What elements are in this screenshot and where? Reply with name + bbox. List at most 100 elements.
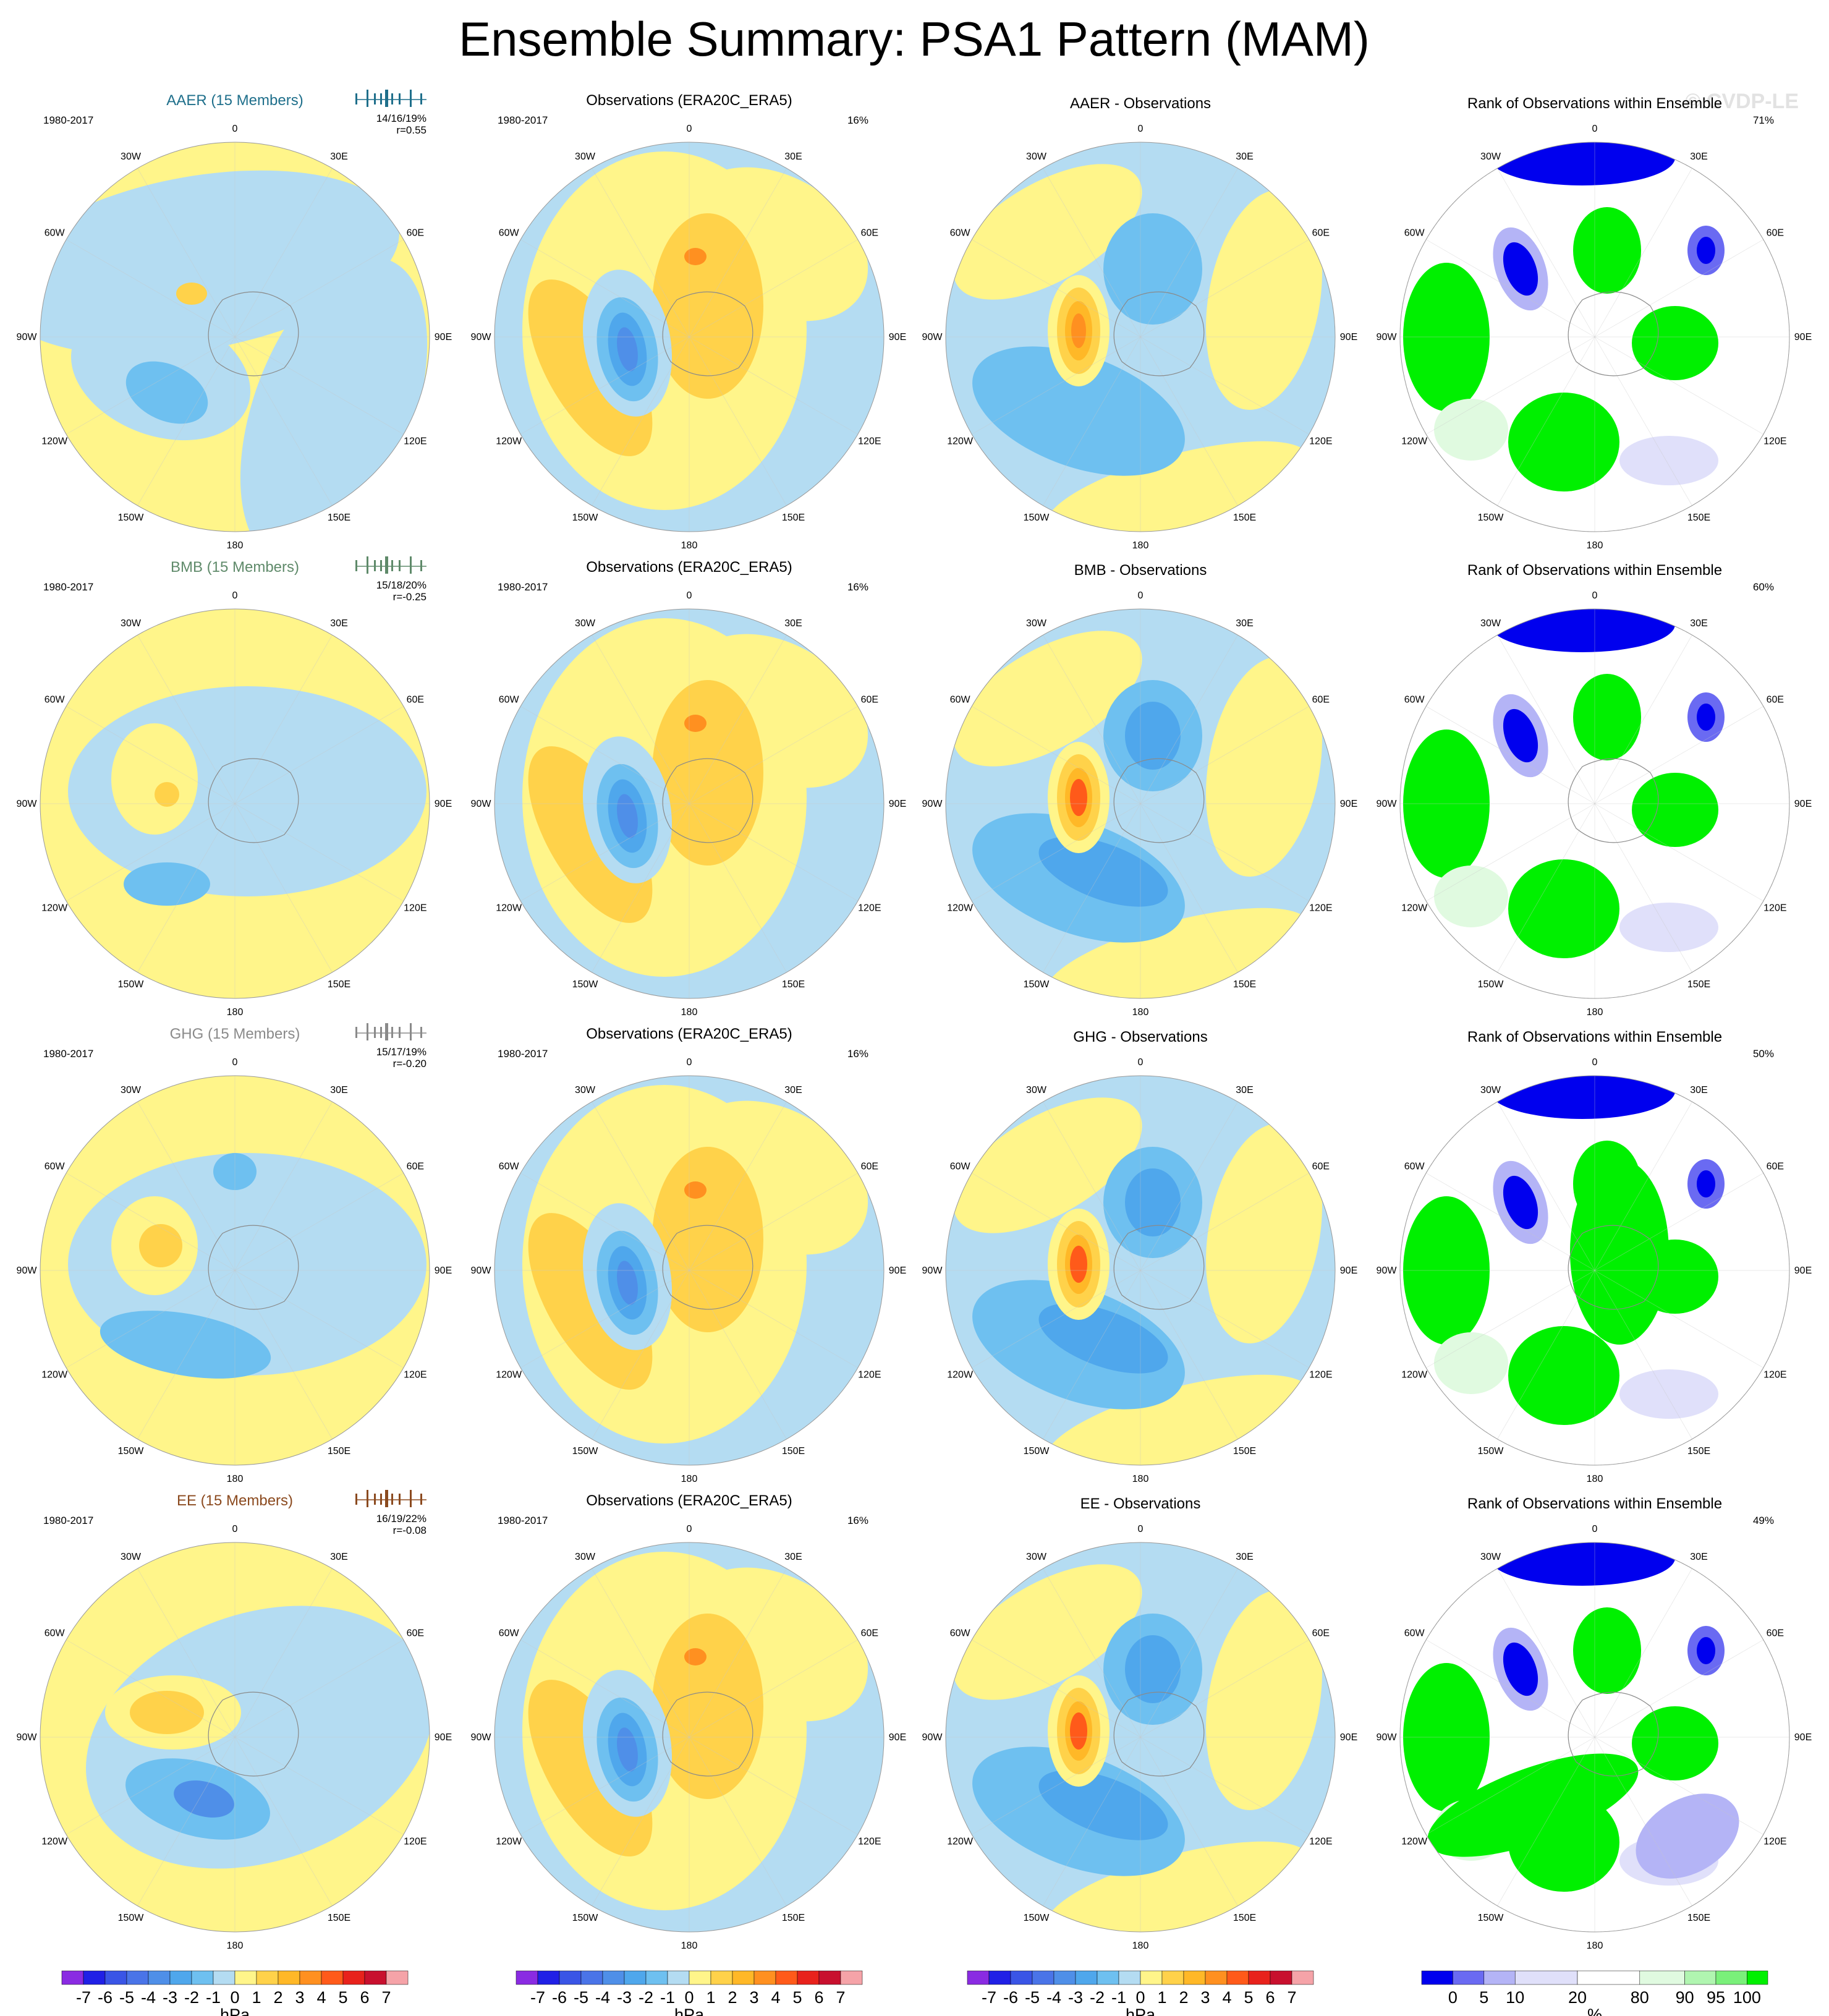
longitude-label: 60W [499,228,520,239]
positive-anomaly [1045,1374,1310,1465]
colorbar-swatch [1421,1970,1453,1985]
meridian [1140,336,1309,435]
meridian [66,803,236,901]
meridian [592,168,690,338]
longitude-label: 120W [1401,1837,1428,1847]
period-label: 1980-2017 [498,1048,548,1060]
member-bar [355,560,357,571]
positive-anomaly-core [130,1691,204,1734]
positive-anomaly-core [684,1181,707,1199]
longitude-label: 0 [1138,590,1144,601]
panel-title: AAER (15 Members) [166,92,303,109]
map-border [494,1075,885,1466]
longitude-label: 90W [471,1265,492,1276]
longitude-label: 60E [407,1628,424,1639]
negative-anomaly-core [1125,1168,1181,1236]
longitude-label: 60E [1767,228,1784,239]
longitude-label: 0 [687,1524,692,1534]
longitude-label: 60E [1312,228,1330,239]
rank-low [1697,1637,1715,1664]
longitude-label: 60W [950,695,971,705]
colorbar-swatch [1514,1970,1578,1985]
meridian [1043,1270,1141,1439]
member-bar [410,556,412,574]
meridian [1140,635,1238,804]
longitude-label: 0 [232,1057,238,1068]
longitude-label: 150W [1478,513,1504,523]
member-bar [391,93,393,104]
colorbar-swatch [775,1970,798,1985]
colorbar-tick-label: 90 [1676,1988,1694,2007]
longitude-label: 180 [681,540,698,551]
colorbar-unit: hPa [220,2005,250,2016]
panel-r1-c2: 0 30E 60E 90E 120E 150E 180 150W 120W 90W 60W 30W Ob… [471,92,907,551]
rank-low [1697,237,1715,264]
meridian [1140,1568,1238,1738]
coastline [1568,758,1659,843]
longitude-label: 180 [227,1007,244,1018]
meridian [1426,1640,1595,1738]
negative-anomaly-core [1125,702,1181,770]
meridian [592,803,690,972]
longitude-label: 30E [1690,1085,1707,1095]
meridian [137,1737,236,1906]
meridian [689,1270,787,1439]
longitude-label: 30E [330,618,347,629]
longitude-label: 120W [496,1370,522,1380]
longitude-label: 120E [1763,903,1786,914]
longitude-label: 120W [41,1837,68,1847]
colorbar-tick-label: -3 [1068,1988,1083,2007]
period-label: 1980-2017 [498,1515,548,1526]
colorbar-swatch [1010,1970,1033,1985]
colorbar-tick-label: -4 [595,1988,610,2007]
longitude-label: 60E [407,1162,424,1172]
meridian [689,168,787,338]
positive-anomaly [1206,190,1322,410]
panel-title: Rank of Observations within Ensemble [1467,95,1722,112]
colorbar-tick-label: -3 [163,1988,177,2007]
meridian [1426,1270,1595,1368]
coastline [208,1691,299,1777]
longitude-label: 90E [889,332,906,342]
longitude-label: 180 [227,540,244,551]
longitude-label: 60E [1312,1628,1330,1639]
member-bar [380,93,382,104]
meridian [1497,1270,1595,1439]
panel-title: Observations (ERA20C_ERA5) [586,1492,792,1509]
colorbar-tick-label: 4 [316,1988,326,2007]
colorbar-tick-label: -6 [1003,1988,1018,2007]
longitude-label: 90E [1794,1265,1812,1276]
longitude-label: 150E [1687,1913,1710,1923]
meridian [137,1568,236,1738]
longitude-label: 60W [1404,1628,1425,1639]
meridian [66,239,236,338]
longitude-label: 150E [328,513,350,523]
longitude-label: 90E [1794,1732,1812,1743]
map-fill [946,142,1335,532]
longitude-label: 0 [687,124,692,134]
meridian [520,706,690,804]
longitude-label: 90E [1794,799,1812,809]
meridian [689,1640,858,1738]
positive-anomaly-core [176,283,207,305]
colorbar-swatch [169,1970,192,1985]
meridian [1140,336,1238,506]
rank-high-light [1434,866,1508,927]
colorbar-tick-label: 0 [1448,1988,1458,2007]
member-bar [399,1494,401,1505]
longitude-label: 90E [1340,1732,1357,1743]
longitude-label: 120E [858,436,881,447]
meridian [234,336,333,506]
meridian [592,1270,690,1439]
panel-r2-c1: 0 30E 60E 90E 120E 150E 180 150W 120W 90W 60W 30W BM… [17,556,452,1018]
panel-r1-c1: 0 30E 60E 90E 120E 150E 180 150W 120W 90W 60W 30W AA… [17,90,452,551]
colorbar-swatch [559,1970,582,1985]
longitude-label: 90W [1377,332,1398,342]
panel-title: BMB (15 Members) [171,559,299,576]
correlation-label: r=0.55 [396,124,426,136]
coastline [1568,1225,1659,1310]
coastline [662,1225,753,1310]
meridian [1043,1568,1141,1738]
longitude-label: 120W [947,436,974,447]
